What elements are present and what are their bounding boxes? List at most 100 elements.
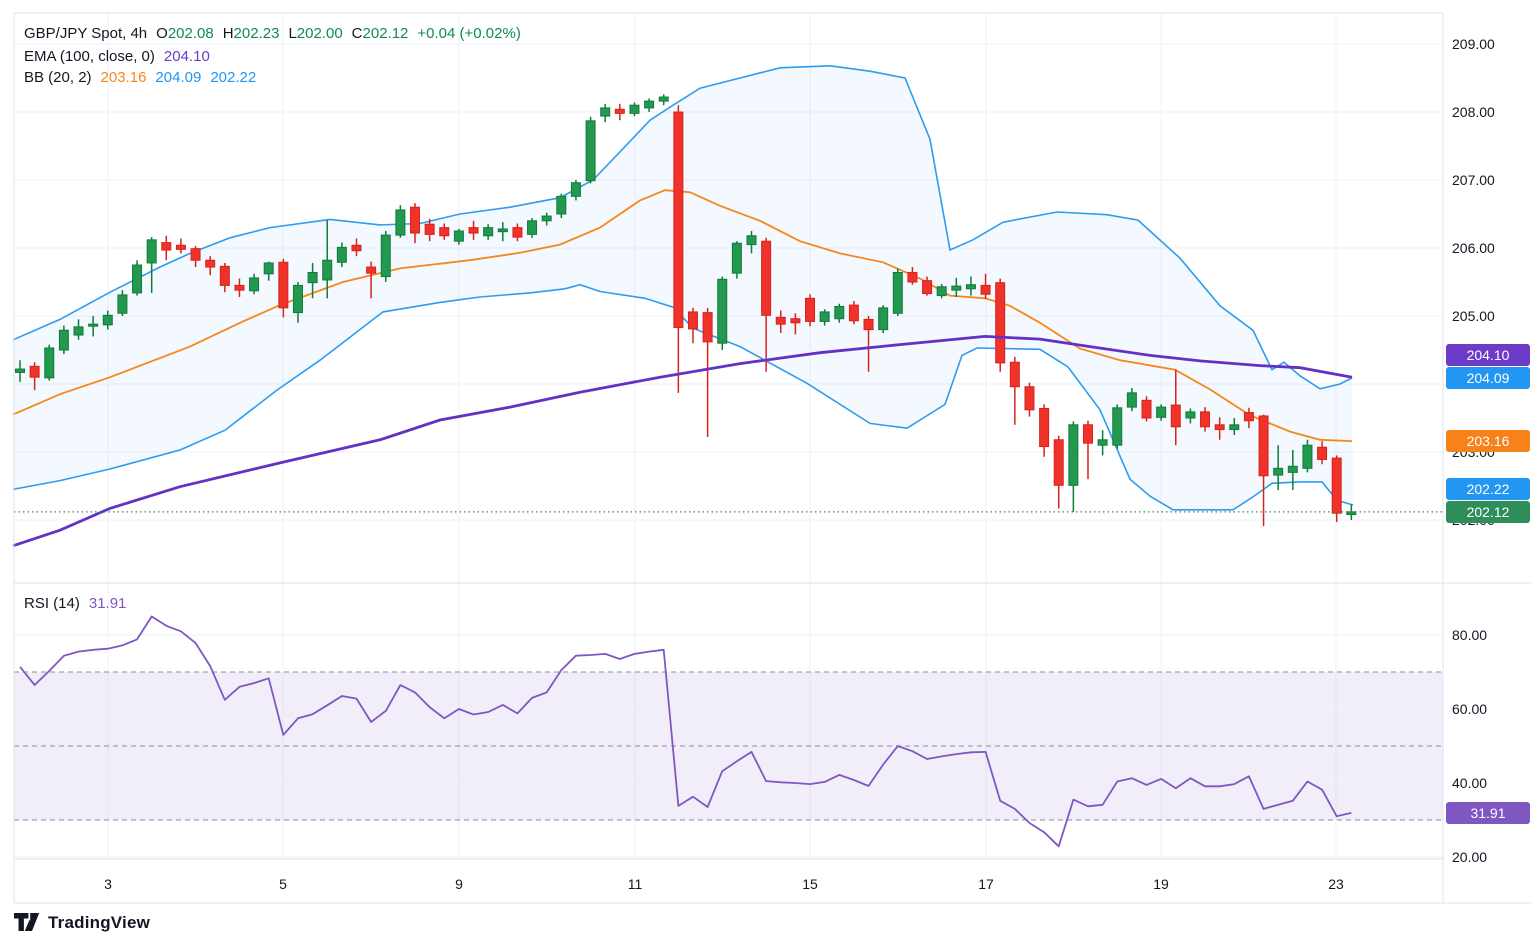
candle-body[interactable] [132, 264, 143, 294]
candle-body[interactable] [717, 278, 728, 344]
candle-body[interactable] [73, 326, 84, 336]
candle-body[interactable] [1039, 407, 1050, 448]
price-axis-label[interactable]: 207.00 [1452, 172, 1495, 188]
candle-body[interactable] [366, 266, 377, 274]
time-axis-label[interactable]: 11 [627, 876, 643, 892]
candle-body[interactable] [29, 365, 40, 378]
price-axis-label[interactable]: 208.00 [1452, 104, 1495, 120]
candle-body[interactable] [380, 234, 391, 278]
candle-body[interactable] [205, 259, 216, 268]
candle-body[interactable] [834, 305, 845, 320]
candle-body[interactable] [453, 230, 464, 242]
candle-body[interactable] [249, 277, 260, 292]
time-axis-label[interactable]: 15 [802, 876, 818, 892]
time-axis-label[interactable]: 23 [1328, 876, 1344, 892]
candle-body[interactable] [1126, 392, 1137, 408]
candle-body[interactable] [1273, 467, 1284, 476]
candle-body[interactable] [1200, 411, 1211, 428]
price-axis-label[interactable]: 205.00 [1452, 308, 1495, 324]
candle-body[interactable] [88, 323, 99, 327]
candle-body[interactable] [102, 314, 113, 326]
candle-body[interactable] [1214, 424, 1225, 431]
candle-body[interactable] [1141, 399, 1152, 419]
candle-body[interactable] [951, 285, 962, 291]
candle-body[interactable] [292, 284, 303, 314]
candle-body[interactable] [190, 248, 201, 261]
candle-body[interactable] [702, 312, 713, 343]
candle-body[interactable] [468, 227, 479, 234]
candle-body[interactable] [936, 286, 947, 297]
time-axis-label[interactable]: 3 [104, 876, 112, 892]
time-axis-label[interactable]: 9 [455, 876, 463, 892]
rsi-axis-label[interactable]: 40.00 [1452, 775, 1488, 791]
candle-body[interactable] [146, 239, 157, 264]
candle-body[interactable] [614, 108, 625, 114]
candle-body[interactable] [746, 235, 757, 246]
ema-legend-row[interactable]: EMA (100, close, 0) 204.10 [24, 48, 210, 65]
candle-body[interactable] [1317, 446, 1328, 460]
candle-body[interactable] [570, 182, 581, 197]
candle-body[interactable] [219, 265, 230, 286]
candle-body[interactable] [1112, 407, 1123, 446]
candle-body[interactable] [775, 316, 786, 325]
candle-body[interactable] [673, 111, 684, 329]
candle-body[interactable] [995, 282, 1006, 364]
candle-body[interactable] [644, 100, 655, 109]
price-axis-label[interactable]: 206.00 [1452, 240, 1495, 256]
candle-body[interactable] [790, 318, 801, 324]
candle-body[interactable] [161, 242, 172, 251]
candle-body[interactable] [761, 240, 772, 316]
tradingview-logo-link[interactable]: TradingView [14, 912, 150, 933]
candle-body[interactable] [819, 311, 830, 322]
candle-body[interactable] [1024, 386, 1035, 411]
candle-body[interactable] [1287, 465, 1298, 473]
candle-body[interactable] [58, 329, 69, 351]
candle-body[interactable] [44, 347, 55, 379]
candle-body[interactable] [1082, 424, 1093, 444]
candle-body[interactable] [439, 227, 450, 237]
candle-body[interactable] [1185, 411, 1196, 419]
candle-body[interactable] [629, 104, 640, 114]
candle-body[interactable] [863, 318, 874, 331]
candle-body[interactable] [483, 227, 494, 237]
candle-body[interactable] [15, 368, 25, 373]
candle-body[interactable] [1009, 361, 1020, 388]
candle-body[interactable] [1229, 424, 1240, 431]
candle-body[interactable] [234, 284, 245, 291]
time-axis-label[interactable]: 17 [978, 876, 994, 892]
candle-body[interactable] [1170, 404, 1181, 428]
candle-body[interactable] [805, 297, 816, 322]
price-legend-row[interactable]: GBP/JPY Spot, 4h O202.08 H202.23 L202.00… [24, 25, 521, 42]
price-axis-label[interactable]: 209.00 [1452, 36, 1495, 52]
candle-body[interactable] [541, 215, 552, 222]
candle-body[interactable] [687, 311, 698, 330]
candle-body[interactable] [1302, 444, 1313, 469]
candle-body[interactable] [878, 307, 889, 331]
candle-body[interactable] [1156, 406, 1167, 418]
rsi-axis-label[interactable]: 80.00 [1452, 627, 1488, 643]
candle-body[interactable] [1243, 412, 1254, 422]
candle-body[interactable] [848, 304, 859, 322]
candle-body[interactable] [585, 120, 596, 182]
time-axis-label[interactable]: 5 [279, 876, 287, 892]
candle-body[interactable] [278, 261, 289, 309]
candle-body[interactable] [336, 246, 347, 263]
candle-body[interactable] [1258, 415, 1269, 477]
candle-body[interactable] [322, 259, 333, 281]
time-axis-label[interactable]: 19 [1153, 876, 1169, 892]
candle-body[interactable] [263, 262, 274, 275]
candle-body[interactable] [527, 220, 538, 235]
rsi-axis-label[interactable]: 60.00 [1452, 701, 1488, 717]
candle-body[interactable] [1331, 457, 1342, 514]
candle-body[interactable] [658, 96, 669, 102]
candle-body[interactable] [1097, 439, 1108, 446]
candle-body[interactable] [117, 294, 128, 314]
candle-body[interactable] [307, 271, 318, 284]
candle-body[interactable] [497, 228, 508, 233]
candle-body[interactable] [980, 284, 991, 295]
candle-body[interactable] [175, 244, 186, 250]
candle-body[interactable] [395, 209, 406, 236]
candle-body[interactable] [600, 107, 611, 117]
candle-body[interactable] [922, 280, 933, 295]
rsi-axis-label[interactable]: 20.00 [1452, 849, 1488, 865]
